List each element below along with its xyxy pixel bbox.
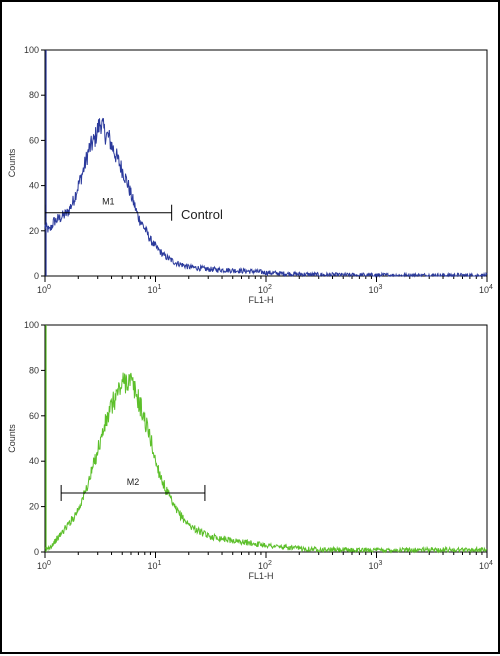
panel1-y-tick-label-0: 0 [34, 271, 39, 281]
panel2-gate-marker-label-0: M2 [127, 477, 140, 487]
panel2-y-tick-label-3: 60 [29, 411, 39, 421]
panel1-x-axis-title: FL1-H [248, 295, 273, 305]
panel1-annotation-0: Control [181, 207, 223, 222]
panel1-series-line-0 [44, 117, 488, 278]
panel1-y-tick-label-1: 20 [29, 226, 39, 236]
panel2-y-tick-label-4: 80 [29, 365, 39, 375]
panel1-x-tick-label-2: 102 [258, 284, 272, 295]
panel2-y-tick-label-2: 40 [29, 456, 39, 466]
panel2-y-tick-label-0: 0 [34, 547, 39, 557]
panel1-x-tick-label-1: 101 [148, 284, 162, 295]
panel1-x-tick-label-0: 100 [37, 284, 51, 295]
panel1-plot-frame [44, 49, 488, 277]
panel1-x-tick-label-3: 103 [369, 284, 383, 295]
panel2-y-tick-label-1: 20 [29, 502, 39, 512]
panel2-y-axis-title: Counts [7, 424, 17, 453]
panel2-x-tick-label-1: 101 [148, 560, 162, 571]
panel2-x-tick-label-3: 103 [369, 560, 383, 571]
panel2-x-tick-label-4: 104 [479, 560, 493, 571]
panel2-series-line-0 [44, 372, 487, 554]
panel2-x-tick-label-2: 102 [258, 560, 272, 571]
panel1-y-tick-label-2: 40 [29, 181, 39, 191]
panel1-y-tick-label-3: 60 [29, 135, 39, 145]
panel2-plot-frame [44, 324, 488, 553]
panel1-y-tick-label-4: 80 [29, 90, 39, 100]
panel1-y-axis-title: Counts [7, 148, 17, 177]
panel1-gate-marker-label-0: M1 [102, 197, 115, 207]
panel2-x-axis-title: FL1-H [248, 571, 273, 581]
panel2-y-tick-label-5: 100 [24, 320, 39, 330]
panel1-y-tick-label-5: 100 [24, 45, 39, 55]
panel1-x-tick-label-4: 104 [479, 284, 493, 295]
panel2-x-tick-label-0: 100 [37, 560, 51, 571]
